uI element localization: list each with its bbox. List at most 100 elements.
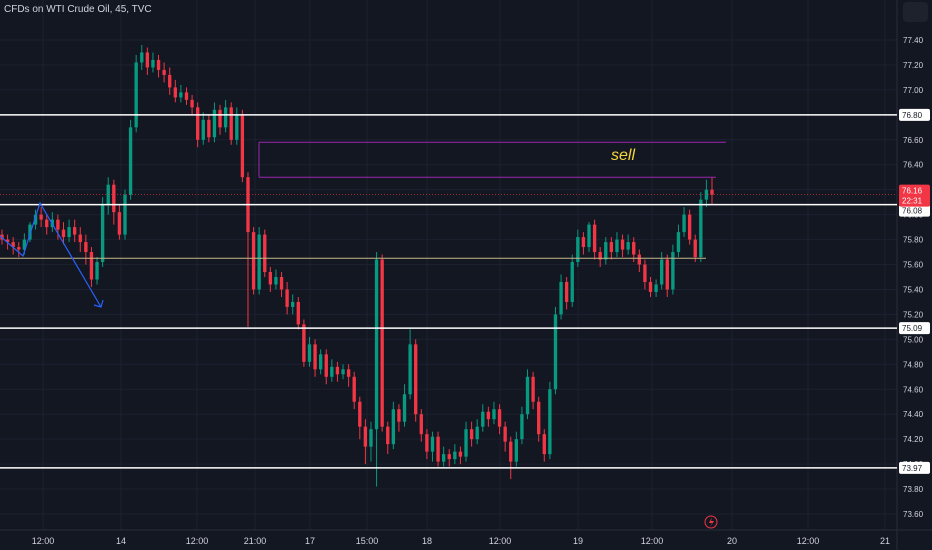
- candle-body: [559, 281, 563, 315]
- y-tick-label: 75.60: [903, 261, 924, 270]
- x-tick-label: 12:00: [186, 536, 209, 546]
- candle-body: [671, 252, 675, 290]
- candle-body: [140, 52, 144, 63]
- y-tick-label: 74.20: [903, 435, 924, 444]
- candle-body: [313, 344, 317, 370]
- candle-body: [408, 344, 412, 395]
- candle-body: [587, 224, 591, 248]
- x-tick-label: 21:00: [244, 536, 267, 546]
- candle-body: [486, 411, 491, 420]
- candle-body: [699, 199, 703, 258]
- candle-body: [509, 441, 513, 462]
- candle-body: [363, 426, 368, 447]
- candle-body: [626, 242, 630, 250]
- candle-body: [128, 127, 133, 195]
- candle-body: [235, 114, 239, 140]
- candle-body: [39, 214, 43, 220]
- x-tick-label: 20: [727, 536, 737, 546]
- candle-body: [318, 354, 323, 370]
- candle-body: [279, 277, 284, 290]
- candle-body: [223, 107, 228, 128]
- candle-body: [604, 242, 608, 260]
- candle-body: [514, 439, 519, 462]
- candle-body: [425, 434, 429, 452]
- candle-body: [257, 234, 261, 290]
- price-tag: [899, 184, 930, 207]
- candle-body: [45, 219, 49, 228]
- level-tag: [899, 108, 930, 121]
- event-icon[interactable]: [704, 515, 718, 529]
- y-tick-label: 73.80: [903, 485, 924, 494]
- candle-body: [84, 242, 88, 253]
- candle-body: [369, 429, 373, 447]
- candle-body: [78, 234, 82, 243]
- y-tick-label: 77.20: [903, 61, 924, 70]
- candle-body: [386, 426, 390, 445]
- level-tag: [899, 461, 930, 474]
- level-tag: [899, 322, 930, 335]
- candle-body: [592, 224, 597, 253]
- candle-body: [11, 242, 15, 248]
- x-tick-label: 12:00: [797, 536, 820, 546]
- y-tick-label: 75.40: [903, 285, 924, 294]
- chart-menu-button[interactable]: [903, 2, 928, 22]
- y-tick-label: 77.00: [903, 86, 924, 95]
- y-tick-label: 74.40: [903, 410, 924, 419]
- candle-body: [648, 281, 653, 292]
- event-icon-ring: [704, 515, 718, 529]
- candle-body: [419, 414, 423, 435]
- y-tick-label: 74.80: [903, 360, 924, 369]
- candle-body: [179, 92, 183, 98]
- candle-body: [263, 234, 267, 273]
- candle-body: [268, 272, 273, 285]
- candle-body: [73, 227, 77, 235]
- candle-body: [676, 232, 681, 253]
- candle-body: [145, 52, 150, 68]
- x-tick-label: 17: [305, 536, 315, 546]
- candle-body: [570, 262, 574, 302]
- candle-body: [352, 376, 356, 402]
- candle-body: [693, 239, 697, 258]
- candle-body: [609, 242, 614, 253]
- candle-body: [436, 436, 440, 462]
- candle-body: [576, 237, 580, 263]
- x-tick-label: 19: [573, 536, 583, 546]
- candle-body: [581, 237, 586, 248]
- candle-body: [168, 74, 172, 88]
- candle-body: [190, 99, 194, 108]
- candle-body: [497, 409, 502, 427]
- x-tick-label: 14: [116, 536, 126, 546]
- candle-body: [162, 69, 166, 75]
- y-tick-label: 75.20: [903, 310, 924, 319]
- candle-body: [548, 389, 552, 455]
- candle-body: [17, 247, 21, 250]
- candle-body: [117, 212, 122, 235]
- x-tick-label: 15:00: [356, 536, 379, 546]
- y-tick-label: 75.00: [903, 335, 924, 344]
- candle-body: [704, 189, 709, 200]
- chart-title: CFDs on WTI Crude Oil, 45, TVC: [4, 4, 152, 15]
- candle-body: [553, 314, 558, 390]
- candle-body: [207, 119, 211, 138]
- price-tag-value: 76.16: [902, 187, 923, 196]
- candle-body: [240, 114, 245, 178]
- candle-body: [296, 301, 300, 325]
- candle-body: [481, 411, 485, 427]
- candle-body: [525, 376, 530, 415]
- candle-body: [56, 219, 60, 230]
- candle-body: [173, 87, 177, 98]
- candle-body: [218, 109, 222, 128]
- y-tick-label: 75.80: [903, 236, 924, 245]
- candle-body: [285, 289, 289, 307]
- candle-body: [123, 194, 127, 235]
- y-tick-label: 76.40: [903, 161, 924, 170]
- candle-body: [564, 281, 569, 302]
- candle-body: [330, 366, 334, 377]
- candle-body: [710, 189, 714, 195]
- candle-body: [302, 324, 306, 362]
- candle-body: [184, 92, 189, 100]
- candle-body: [61, 229, 66, 238]
- candle-body: [22, 239, 27, 250]
- candle-body: [643, 264, 647, 282]
